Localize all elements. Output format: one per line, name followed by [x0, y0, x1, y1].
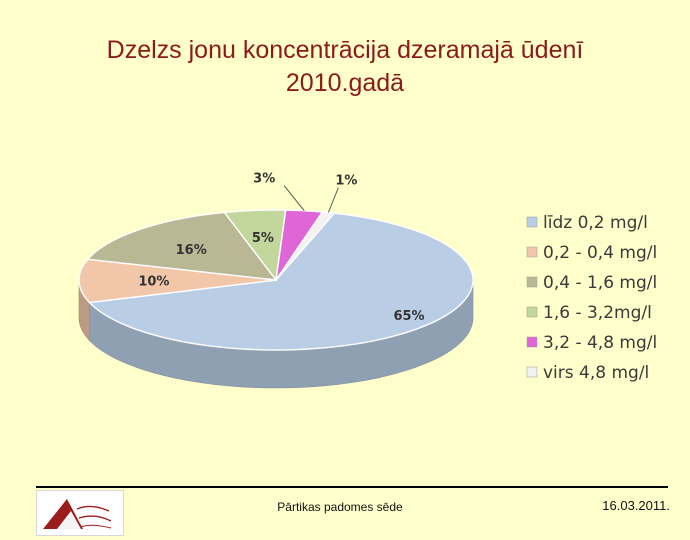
legend-label-2: 0,4 - 1,6 mg/l: [543, 273, 657, 293]
label-leader-4: [283, 185, 305, 212]
food-inspection-logo-icon: [36, 490, 124, 536]
data-label-3: 5%: [252, 231, 274, 246]
pie-slice-0: [87, 212, 474, 351]
footer-date: 16.03.2011.: [602, 498, 670, 513]
legend-swatch-0: [526, 216, 538, 228]
legend-swatch-3: [526, 306, 538, 318]
footer-text: Pārtikas padomes sēde: [277, 500, 403, 514]
chart-title: Dzelzs jonu koncentrācija dzeramajā ūden…: [20, 34, 670, 100]
pie-top: [78, 209, 474, 351]
legend-swatch-2: [526, 276, 538, 288]
footer-divider: [36, 486, 668, 488]
legend-swatch-1: [526, 246, 538, 258]
data-label-1: 10%: [138, 275, 169, 290]
legend-swatch-5: [526, 366, 538, 378]
title-line-1: Dzelzs jonu koncentrācija dzeramajā ūden…: [106, 36, 584, 64]
label-leader-5: [327, 187, 339, 213]
legend-label-4: 3,2 - 4,8 mg/l: [543, 333, 657, 353]
legend-label-1: 0,2 - 0,4 mg/l: [543, 243, 657, 263]
data-label-4: 3%: [253, 172, 275, 187]
pie-slice-2: [86, 211, 278, 281]
pie-labels: 65% 10% 16% 5% 3% 1%: [138, 172, 424, 324]
pie-slice-1: [78, 258, 277, 304]
legend-label-5: virs 4,8 mg/l: [543, 363, 649, 383]
legend-label-3: 1,6 - 3,2mg/l: [543, 303, 652, 323]
chart-legend: līdz 0,2 mg/l 0,2 - 0,4 mg/l 0,4 - 1,6 mg/…: [526, 213, 657, 383]
data-label-2: 16%: [176, 243, 207, 258]
legend-swatch-4: [526, 336, 538, 348]
data-label-5: 1%: [335, 174, 357, 189]
data-label-0: 65%: [393, 309, 424, 324]
legend-label-0: līdz 0,2 mg/l: [543, 213, 648, 233]
pie-chart: 65% 10% 16% 5% 3% 1% līdz 0,2 mg/l 0,2 - 0,4 m…: [78, 172, 657, 389]
title-line-2: 2010.gadā: [285, 69, 405, 97]
pie-slice-5: [275, 211, 336, 281]
